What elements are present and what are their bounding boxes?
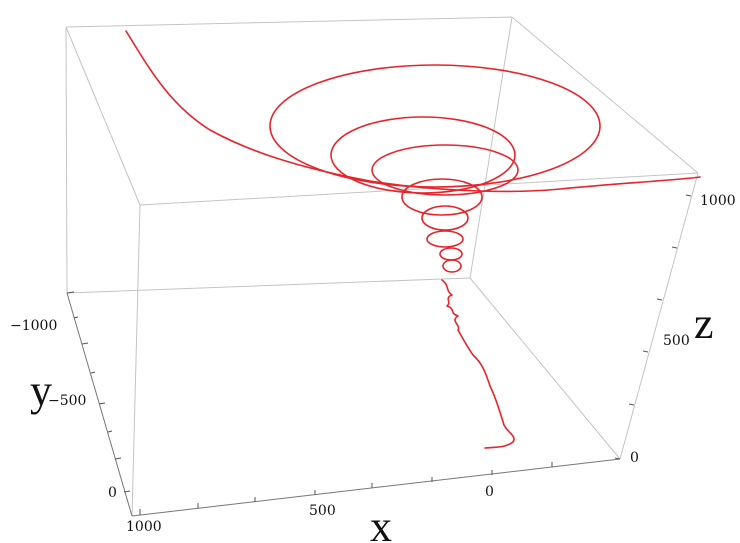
coil-2	[330, 116, 516, 194]
x-tick-500: 500	[309, 503, 336, 519]
z-axis-label: z	[694, 299, 714, 348]
x-axis-label: x	[370, 502, 392, 543]
coil-4	[401, 178, 483, 216]
coil-7	[439, 247, 463, 261]
trailing-branch	[125, 30, 701, 193]
z-axis-ticks	[614, 194, 692, 460]
coil-6	[426, 230, 464, 248]
low-trajectory	[441, 279, 515, 449]
x-axis-ticks	[139, 462, 553, 515]
z-tick-1000: 1000	[700, 193, 736, 209]
y-axis-ticks	[66, 291, 131, 493]
plot-box	[65, 16, 699, 517]
y-tick-0: 0	[108, 485, 117, 501]
z-tick-0: 0	[630, 450, 639, 466]
z-tick-500: 500	[663, 333, 690, 349]
coil-5	[421, 205, 469, 231]
y-tick-neg500: −500	[48, 393, 86, 409]
coil-3	[371, 144, 519, 196]
series-curve	[125, 30, 701, 449]
y-tick-neg1000: −1000	[10, 318, 57, 334]
y-axis-label: y	[30, 366, 52, 415]
x-tick-1000: 1000	[126, 519, 162, 535]
x-tick-0: 0	[485, 484, 494, 500]
coil-1	[269, 64, 601, 188]
coil-8	[442, 259, 462, 273]
